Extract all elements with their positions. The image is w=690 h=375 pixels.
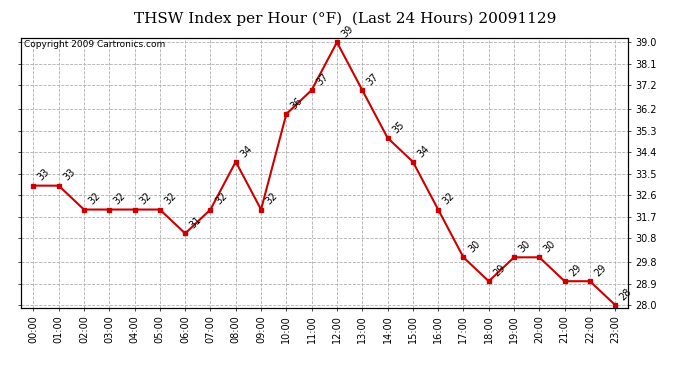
Text: 32: 32 <box>87 191 103 207</box>
Text: 34: 34 <box>239 143 254 159</box>
Text: 32: 32 <box>264 191 279 207</box>
Text: 37: 37 <box>365 72 381 87</box>
Text: 32: 32 <box>213 191 229 207</box>
Text: 30: 30 <box>466 239 482 255</box>
Text: 32: 32 <box>163 191 179 207</box>
Text: THSW Index per Hour (°F)  (Last 24 Hours) 20091129: THSW Index per Hour (°F) (Last 24 Hours)… <box>134 11 556 26</box>
Text: 39: 39 <box>339 24 355 39</box>
Text: 35: 35 <box>391 119 406 135</box>
Text: 33: 33 <box>61 167 77 183</box>
Text: 32: 32 <box>112 191 128 207</box>
Text: 37: 37 <box>315 72 331 87</box>
Text: 34: 34 <box>415 143 431 159</box>
Text: 32: 32 <box>137 191 153 207</box>
Text: 28: 28 <box>618 286 634 302</box>
Text: 29: 29 <box>593 262 609 279</box>
Text: 32: 32 <box>441 191 457 207</box>
Text: 33: 33 <box>36 167 52 183</box>
Text: 30: 30 <box>517 239 533 255</box>
Text: 29: 29 <box>491 262 507 279</box>
Text: 30: 30 <box>542 239 558 255</box>
Text: 31: 31 <box>188 215 204 231</box>
Text: 36: 36 <box>289 96 305 111</box>
Text: 29: 29 <box>567 262 583 279</box>
Text: Copyright 2009 Cartronics.com: Copyright 2009 Cartronics.com <box>23 40 165 49</box>
